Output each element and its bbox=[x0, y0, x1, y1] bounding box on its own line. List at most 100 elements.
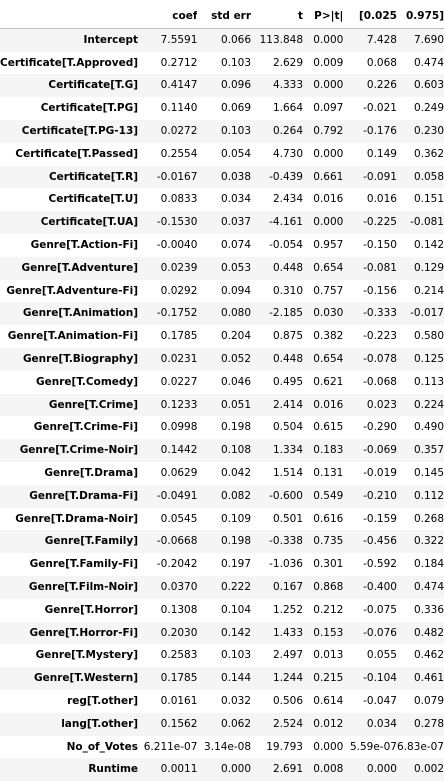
cell-coef: 7.5591 bbox=[160, 33, 198, 46]
row-label: Genre[T.Action-Fi] bbox=[30, 238, 139, 251]
cell-std-err: 0.204 bbox=[220, 330, 252, 343]
cell-t: 1.514 bbox=[272, 466, 303, 479]
table-row: Genre[T.Biography] 0.0231 0.052 0.448 0.654 -… bbox=[0, 347, 444, 371]
cell-std-err: 3.14e-08 bbox=[204, 740, 252, 753]
cell-ci-upper: 0.336 bbox=[413, 603, 444, 616]
table-row: Intercept 7.5591 0.066 113.848 0.000 7.428 7.6… bbox=[0, 28, 444, 52]
row-label: No_of_Votes bbox=[66, 740, 139, 753]
cell-coef: 0.4147 bbox=[160, 79, 198, 92]
row-label: Genre[T.Mystery] bbox=[35, 649, 139, 662]
row-label: Genre[T.Crime-Fi] bbox=[33, 421, 139, 434]
table-row: Genre[T.Family-Fi] -0.2042 0.197 -1.036 0.30… bbox=[0, 553, 444, 576]
cell-ci-lower: -0.047 bbox=[363, 694, 397, 707]
row-label: Genre[T.Adventure] bbox=[21, 261, 139, 274]
cell-p-value: 0.301 bbox=[313, 558, 344, 571]
row-label: Genre[T.Crime] bbox=[48, 398, 139, 411]
cell-t: 0.448 bbox=[272, 261, 303, 274]
cell-ci-upper: 0.224 bbox=[413, 398, 444, 411]
cell-t: -1.036 bbox=[269, 558, 303, 571]
cell-std-err: 0.066 bbox=[220, 33, 252, 46]
table-row: Genre[T.Horror] 0.1308 0.104 1.252 0.212 -0.0… bbox=[0, 598, 444, 622]
cell-p-value: 0.000 bbox=[313, 147, 344, 160]
row-label: Genre[T.Biography] bbox=[22, 352, 139, 365]
cell-ci-lower: -0.019 bbox=[363, 466, 397, 479]
table-row: reg[T.other] 0.0161 0.032 0.506 0.614 -0.047 0… bbox=[0, 689, 444, 713]
cell-std-err: 0.144 bbox=[220, 672, 252, 685]
cell-coef: 0.1140 bbox=[160, 102, 198, 115]
cell-coef: 6.211e-07 bbox=[143, 740, 198, 753]
cell-coef: -0.0491 bbox=[156, 489, 198, 502]
header-p-value: P>|t| bbox=[303, 5, 344, 29]
cell-ci-upper: 0.125 bbox=[413, 352, 444, 365]
cell-ci-upper: 0.079 bbox=[413, 694, 444, 707]
cell-p-value: 0.615 bbox=[313, 421, 344, 434]
cell-coef: 0.0292 bbox=[160, 284, 198, 297]
cell-t: 0.504 bbox=[272, 421, 303, 434]
cell-t: 2.414 bbox=[272, 398, 303, 411]
cell-ci-lower: 0.023 bbox=[366, 398, 397, 411]
cell-ci-upper: 0.249 bbox=[413, 102, 444, 115]
cell-ci-upper: 0.357 bbox=[413, 444, 444, 457]
row-label: Genre[T.Horror-Fi] bbox=[29, 626, 139, 639]
cell-std-err: 0.034 bbox=[220, 193, 252, 206]
cell-p-value: 0.654 bbox=[313, 261, 344, 274]
cell-coef: 0.1785 bbox=[160, 672, 198, 685]
cell-std-err: 0.109 bbox=[220, 512, 252, 525]
cell-t: -0.439 bbox=[269, 170, 303, 183]
cell-t: 2.524 bbox=[272, 717, 303, 730]
cell-ci-lower: -0.456 bbox=[363, 535, 397, 548]
table-row: Certificate[T.G] 0.4147 0.096 4.333 0.000 0.2… bbox=[0, 74, 444, 98]
cell-ci-upper: 0.184 bbox=[413, 558, 444, 571]
row-label: Intercept bbox=[83, 33, 139, 46]
row-label: Genre[T.Drama-Noir] bbox=[15, 512, 139, 525]
cell-ci-lower: -0.159 bbox=[363, 512, 397, 525]
cell-ci-lower: -0.176 bbox=[363, 124, 397, 137]
table-row: Genre[T.Adventure] 0.0239 0.053 0.448 0.654 -… bbox=[0, 256, 444, 280]
cell-coef: 0.2712 bbox=[160, 56, 198, 69]
table-row: Certificate[T.Approved] 0.2712 0.103 2.629 0… bbox=[0, 51, 444, 75]
cell-coef: -0.0040 bbox=[156, 238, 198, 251]
row-label: Certificate[T.U] bbox=[48, 193, 139, 206]
row-label: Runtime bbox=[88, 763, 139, 776]
row-label: Genre[T.Drama-Fi] bbox=[29, 489, 139, 502]
cell-ci-lower: 0.034 bbox=[366, 717, 397, 730]
cell-std-err: 0.108 bbox=[220, 444, 252, 457]
cell-ci-upper: 6.83e-07 bbox=[397, 740, 444, 753]
cell-p-value: 0.012 bbox=[313, 717, 344, 730]
cell-ci-lower: 0.226 bbox=[366, 79, 397, 92]
cell-coef: 0.1562 bbox=[160, 717, 198, 730]
cell-std-err: 0.104 bbox=[220, 603, 252, 616]
cell-ci-lower: -0.150 bbox=[363, 238, 397, 251]
table-row: Genre[T.Drama] 0.0629 0.042 1.514 0.131 -0.01… bbox=[0, 461, 444, 485]
cell-p-value: 0.131 bbox=[313, 466, 344, 479]
cell-t: 0.264 bbox=[272, 124, 303, 137]
cell-ci-upper: 0.230 bbox=[413, 124, 444, 137]
table-row: Certificate[T.R] -0.0167 0.038 -0.439 0.661 -… bbox=[0, 165, 444, 189]
cell-p-value: 0.030 bbox=[313, 307, 344, 320]
table-row: Genre[T.Mystery] 0.2583 0.103 2.497 0.013 0.0… bbox=[0, 644, 444, 668]
row-label: Genre[T.Film-Noir] bbox=[28, 580, 139, 593]
cell-coef: 0.0227 bbox=[160, 375, 198, 388]
cell-ci-lower: -0.400 bbox=[363, 580, 397, 593]
row-label: Genre[T.Western] bbox=[34, 672, 139, 685]
cell-p-value: 0.000 bbox=[313, 216, 344, 229]
table-row: Genre[T.Adventure-Fi] 0.0292 0.094 0.310 0.7… bbox=[0, 279, 444, 303]
header-ci-lower: [0.025 bbox=[343, 5, 397, 29]
table-row: Genre[T.Comedy] 0.0227 0.046 0.495 0.621 -0.0… bbox=[0, 370, 444, 394]
row-label: Genre[T.Crime-Noir] bbox=[19, 444, 139, 457]
cell-p-value: 0.013 bbox=[313, 649, 344, 662]
cell-coef: 0.2583 bbox=[160, 649, 198, 662]
cell-p-value: 0.000 bbox=[313, 740, 344, 753]
cell-ci-upper: 0.474 bbox=[413, 56, 444, 69]
cell-ci-upper: -0.017 bbox=[410, 307, 444, 320]
cell-ci-upper: 0.580 bbox=[413, 330, 444, 343]
table-row: No_of_Votes 6.211e-07 3.14e-08 19.793 0.000 5… bbox=[0, 735, 444, 759]
cell-t: 1.433 bbox=[272, 626, 303, 639]
cell-ci-lower: -0.075 bbox=[363, 603, 397, 616]
row-label: Certificate[T.Approved] bbox=[0, 56, 139, 69]
cell-ci-lower: -0.021 bbox=[363, 102, 397, 115]
table-body: Intercept 7.5591 0.066 113.848 0.000 7.428 7.6… bbox=[0, 28, 444, 781]
cell-ci-upper: 0.002 bbox=[413, 763, 444, 776]
cell-ci-upper: 0.151 bbox=[413, 193, 444, 206]
cell-ci-lower: 0.149 bbox=[366, 147, 397, 160]
